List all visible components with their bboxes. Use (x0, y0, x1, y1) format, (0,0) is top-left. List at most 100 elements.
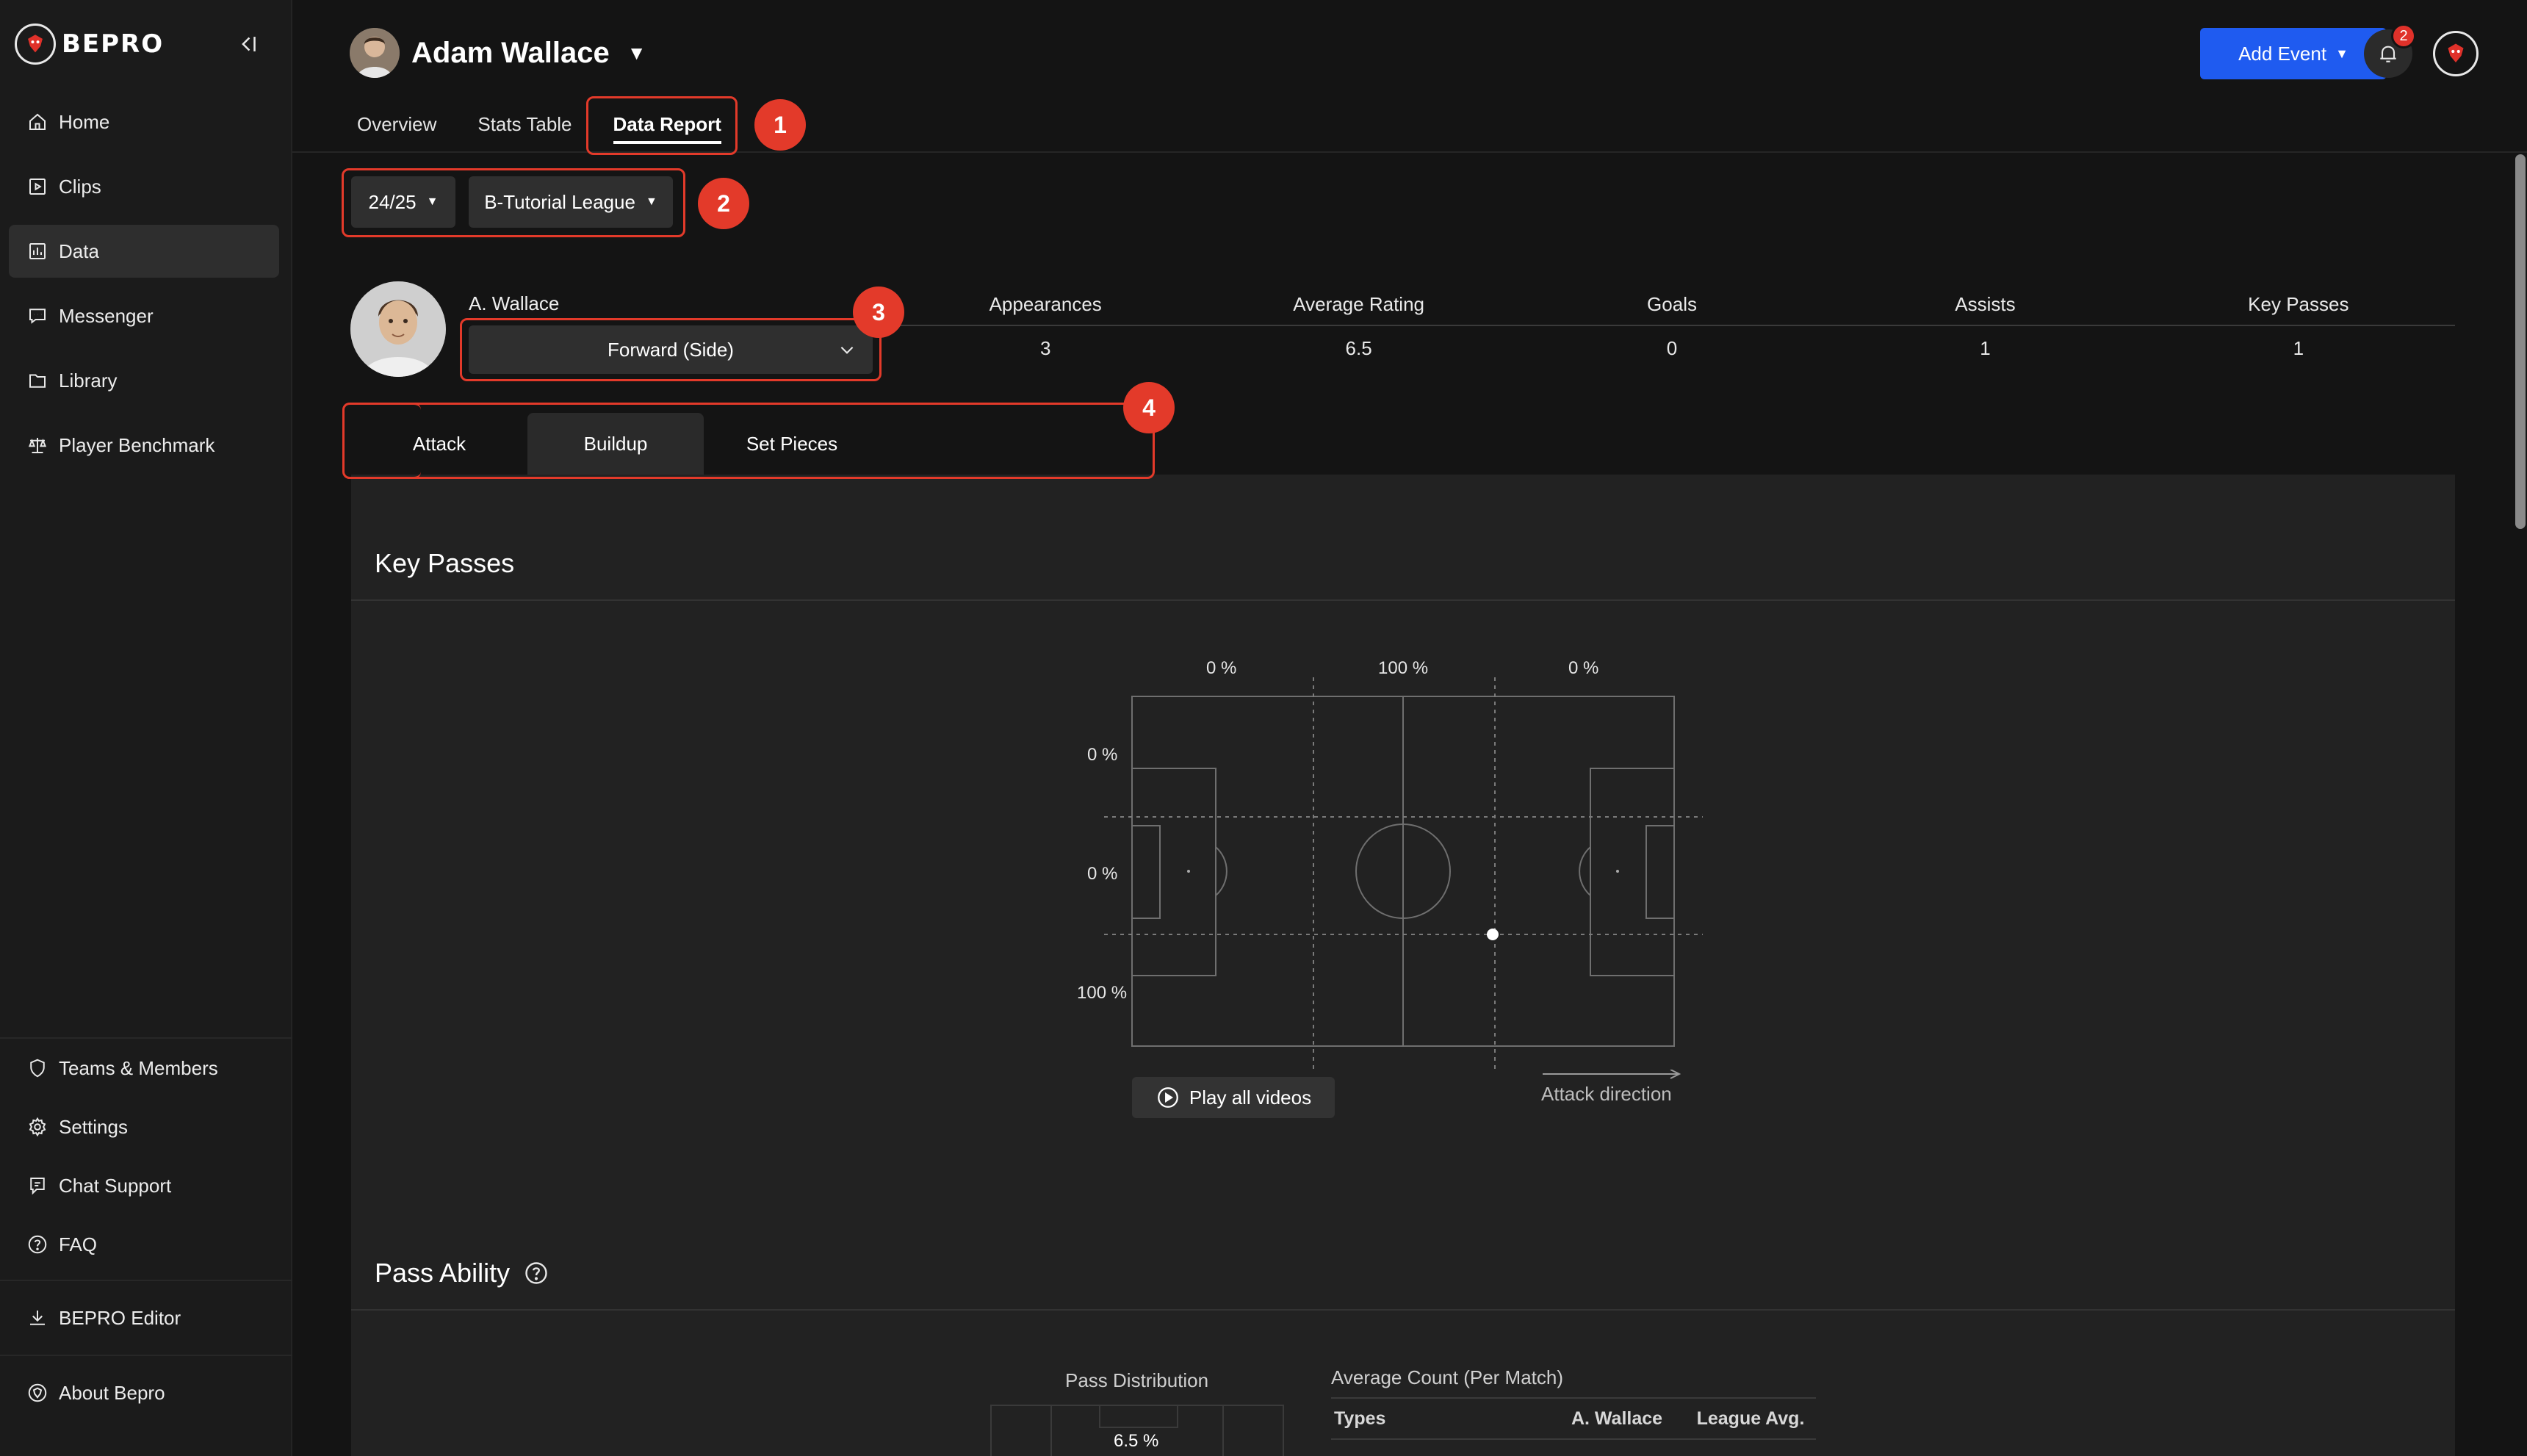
sidebar-item-label: Data (59, 239, 99, 262)
caret-down-icon: ▼ (2335, 46, 2348, 61)
stat-value: 3 (1039, 337, 1051, 359)
profile-menu-button[interactable] (2433, 31, 2479, 76)
stats-header-row: Appearances Average Rating Goals Assists… (889, 282, 2456, 326)
annotation-badge-3: 3 (853, 286, 904, 338)
caret-down-icon: ▼ (426, 195, 439, 208)
page-title: Adam Wallace (411, 36, 610, 69)
sidebar-item-bepro-editor[interactable]: BEPRO Editor (9, 1294, 284, 1341)
season-value: 24/25 (368, 190, 417, 213)
help-icon[interactable] (523, 1260, 549, 1286)
season-select[interactable]: 24/25 ▼ (351, 176, 455, 228)
sidebar-item-home[interactable]: Home (9, 95, 279, 148)
subtab-set-pieces[interactable]: Set Pieces (746, 432, 838, 455)
bepro-icon (26, 1382, 48, 1404)
column-header: A. Wallace (1571, 1408, 1663, 1429)
stat-value: 1 (2293, 337, 2304, 359)
player-switcher[interactable]: Adam Wallace ▼ (350, 28, 646, 78)
sidebar-item-about-bepro[interactable]: About Bepro (9, 1369, 284, 1416)
pass-distribution-value: 6.5 % (1114, 1431, 1159, 1451)
section-divider (351, 1309, 2455, 1311)
messenger-icon (26, 305, 48, 327)
brand[interactable]: BEPRO (15, 24, 164, 65)
stat-value: 6.5 (1345, 337, 1372, 359)
sidebar-item-label: Home (59, 110, 110, 133)
stat-header: Average Rating (1202, 282, 1515, 326)
pass-distribution-title: Pass Distribution (1065, 1369, 1209, 1391)
section-title-text: Pass Ability (375, 1258, 511, 1288)
position-select[interactable]: Forward (Side) (469, 325, 873, 374)
zone-left-bottom-pct: 100 % (1077, 983, 1128, 1003)
sidebar-item-settings[interactable]: Settings (9, 1103, 284, 1150)
report-panel: Key Passes 0 % 100 % 0 % 0 % 0 % 100 % (351, 475, 2455, 1456)
sidebar-item-label: About Bepro (59, 1381, 165, 1404)
sidebar-item-faq[interactable]: FAQ (9, 1221, 284, 1268)
pass-ability-title: Pass Ability (375, 1258, 549, 1289)
stat-value: 0 (1666, 337, 1678, 359)
sidebar-item-label: Messenger (59, 304, 154, 327)
sidebar-item-label: Teams & Members (59, 1056, 218, 1079)
main-scrollbar[interactable] (2515, 154, 2526, 529)
sidebar-item-clips[interactable]: Clips (9, 160, 279, 213)
sidebar-item-label: Library (59, 369, 118, 392)
sidebar-divider (0, 1355, 292, 1356)
tab-overview[interactable]: Overview (357, 112, 437, 135)
sidebar: BEPRO Home Clips Data Messenger Library … (0, 0, 292, 1456)
question-icon (26, 1233, 48, 1255)
player-short-name: A. Wallace (469, 292, 560, 314)
shield-icon (26, 1057, 48, 1079)
sidebar-item-chat-support[interactable]: Chat Support (9, 1162, 284, 1209)
sidebar-bottom: Teams & Members Settings Chat Support FA… (0, 1037, 292, 1430)
sidebar-item-messenger[interactable]: Messenger (9, 289, 279, 342)
subtab-attack[interactable]: Attack (412, 432, 466, 455)
data-icon (26, 240, 48, 262)
subtab-buildup[interactable]: Buildup (527, 413, 704, 475)
zone-left-top-pct: 0 % (1087, 745, 1118, 765)
add-event-button[interactable]: Add Event ▼ (2200, 28, 2387, 79)
pass-distribution-pitch (990, 1405, 1284, 1456)
sidebar-item-library[interactable]: Library (9, 354, 279, 407)
sidebar-item-label: BEPRO Editor (59, 1306, 181, 1329)
tab-stats-table[interactable]: Stats Table (477, 112, 572, 135)
stat-header: Appearances (889, 282, 1203, 326)
sidebar-item-teams-members[interactable]: Teams & Members (9, 1045, 284, 1092)
average-count-title: Average Count (Per Match) (1331, 1366, 1563, 1388)
tab-data-report[interactable]: Data Report (613, 95, 722, 153)
annotation-badge-1: 1 (754, 99, 806, 151)
stats-summary: Appearances Average Rating Goals Assists… (889, 282, 2456, 370)
section-divider (351, 599, 2455, 601)
stats-value-row: 3 6.5 0 1 1 (889, 326, 2455, 370)
sidebar-item-data[interactable]: Data (9, 225, 279, 278)
key-pass-marker (1487, 929, 1499, 940)
library-icon (26, 370, 48, 392)
sidebar-nav: Home Clips Data Messenger Library Player… (9, 95, 279, 483)
column-header: League Avg. (1696, 1408, 1805, 1429)
annotation-badge-4: 4 (1123, 382, 1175, 433)
page-tabs: Overview Stats Table Data Report (357, 95, 763, 153)
bepro-logo-icon (2448, 43, 2464, 62)
average-count-table: Types A. Wallace League Avg. (1331, 1397, 1816, 1440)
position-value: Forward (Side) (608, 338, 734, 361)
play-circle-icon (1158, 1087, 1178, 1108)
zone-top-middle-pct: 100 % (1378, 658, 1429, 678)
sidebar-item-player-benchmark[interactable]: Player Benchmark (9, 419, 279, 472)
zone-left-middle-pct: 0 % (1087, 864, 1118, 884)
benchmark-icon (26, 434, 48, 456)
table-header-row: Types A. Wallace League Avg. (1331, 1397, 1816, 1440)
collapse-sidebar-icon[interactable] (234, 29, 263, 59)
add-event-label: Add Event (2238, 42, 2327, 65)
zone-top-left-pct: 0 % (1206, 658, 1237, 678)
home-icon (26, 111, 48, 133)
league-select[interactable]: B-Tutorial League ▼ (469, 176, 673, 228)
annotation-badge-2: 2 (698, 178, 749, 229)
annotation-spacer (342, 403, 422, 406)
play-all-videos-button[interactable]: Play all videos (1132, 1077, 1335, 1118)
download-icon (26, 1307, 48, 1329)
league-value: B-Tutorial League (484, 190, 635, 213)
section-title-text: Key Passes (375, 548, 515, 578)
bepro-logo-icon (15, 24, 56, 65)
attack-direction-label: Attack direction (1541, 1083, 1672, 1105)
stat-value: 1 (1980, 337, 1991, 359)
notification-badge: 2 (2391, 24, 2416, 48)
sidebar-item-label: Chat Support (59, 1174, 172, 1197)
page-header: Adam Wallace ▼ Overview Stats Table Data… (292, 0, 2527, 153)
